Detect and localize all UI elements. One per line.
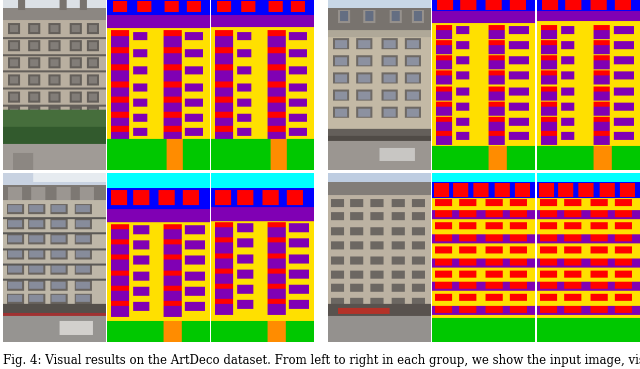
Text: Fig. 4: Visual results on the ArtDeco dataset. From left to right in each group,: Fig. 4: Visual results on the ArtDeco da… — [3, 354, 640, 367]
